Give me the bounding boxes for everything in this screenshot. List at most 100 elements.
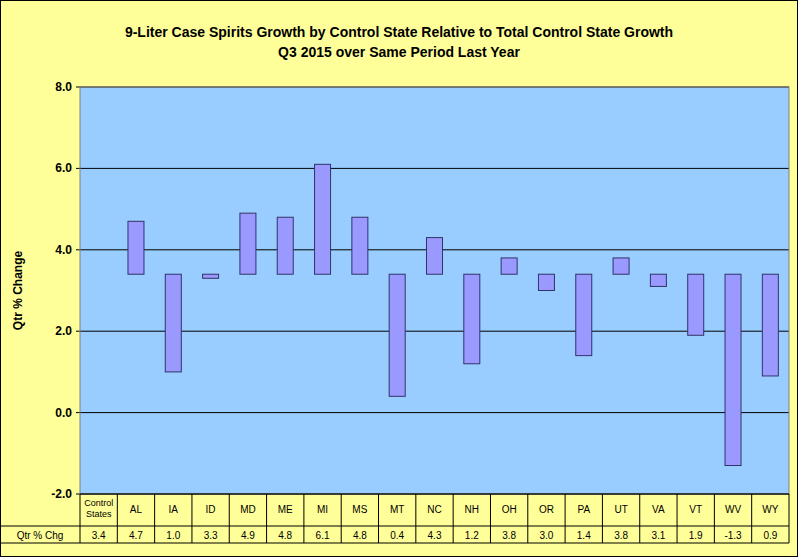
bar (464, 274, 480, 364)
tick-label: 6.0 (55, 161, 72, 175)
bar (352, 217, 368, 274)
grid-line (80, 168, 789, 169)
tick-mark (76, 412, 80, 413)
category-label: NH (465, 504, 479, 515)
bar (688, 274, 704, 335)
table-line (341, 494, 342, 543)
bar (427, 238, 443, 275)
table-line (789, 494, 790, 543)
category-label: UT (614, 504, 627, 515)
chart: 9-Liter Case Spirits Growth by Control S… (0, 0, 798, 557)
bar (203, 274, 219, 278)
tick-mark (76, 249, 80, 250)
bar (91, 274, 107, 275)
tick-mark (76, 168, 80, 169)
table-line (639, 494, 640, 543)
category-label: WV (725, 504, 741, 515)
outer-frame (1, 1, 798, 557)
table-line (0, 526, 789, 527)
table-line (303, 494, 304, 543)
category-label: OR (539, 504, 554, 515)
bar (538, 274, 554, 290)
table-line (714, 494, 715, 543)
category-label: IA (169, 504, 179, 515)
bar (315, 164, 331, 274)
table-line (80, 494, 81, 543)
data-label: 3.3 (204, 530, 218, 541)
tick-label: 8.0 (55, 80, 72, 94)
category-label: MI (317, 504, 328, 515)
table-line (415, 494, 416, 543)
tick-label: 4.0 (55, 243, 72, 257)
subtitle: Q3 2015 over Same Period Last Year (278, 44, 520, 60)
bar (165, 274, 181, 372)
table-line (677, 494, 678, 543)
data-label: 1.2 (465, 530, 479, 541)
bar (389, 274, 405, 396)
table-line (117, 494, 118, 543)
data-label: 4.8 (353, 530, 367, 541)
bar (613, 258, 629, 274)
category-label: NC (427, 504, 441, 515)
table-line (80, 494, 789, 495)
category-label: ControlStates (84, 498, 113, 519)
data-label: 1.9 (689, 530, 703, 541)
data-label: 3.0 (539, 530, 553, 541)
title: 9-Liter Case Spirits Growth by Control S… (125, 24, 673, 40)
data-label: 4.3 (428, 530, 442, 541)
bar (128, 221, 144, 274)
tick-label: -2.0 (51, 487, 72, 501)
plot-area (80, 87, 789, 494)
bar (650, 274, 666, 286)
category-label: ME (278, 504, 293, 515)
table-line (378, 494, 379, 543)
table-line (602, 494, 603, 543)
table-line (191, 494, 192, 543)
category-label: AL (130, 504, 143, 515)
category-label: VA (652, 504, 665, 515)
table-line (527, 494, 528, 543)
tick-mark (76, 494, 80, 495)
category-label: MS (352, 504, 367, 515)
data-label: 3.1 (651, 530, 665, 541)
grid-line (80, 494, 789, 495)
bars (128, 164, 778, 465)
grid-line (80, 331, 789, 332)
data-label: 1.4 (577, 530, 591, 541)
table-line (490, 494, 491, 543)
bar (501, 258, 517, 274)
data-label: 4.9 (241, 530, 255, 541)
axis-label: Qtr % Change (11, 251, 25, 331)
category-label: MT (390, 504, 404, 515)
data-label: 0.9 (763, 530, 777, 541)
table-line (565, 494, 566, 543)
data-label: 1.0 (166, 530, 180, 541)
grid-line (80, 412, 789, 413)
tick-mark (76, 331, 80, 332)
category-label: PA (577, 504, 590, 515)
data-label: 3.4 (92, 530, 106, 541)
data-label: 6.1 (316, 530, 330, 541)
table-line (266, 494, 267, 543)
table-line (0, 543, 789, 544)
data-label: 0.4 (390, 530, 404, 541)
data-label: -1.3 (724, 530, 742, 541)
data-label: 3.8 (502, 530, 516, 541)
bar (762, 274, 778, 376)
table-label: Qtr % Chg (17, 530, 64, 541)
bar (576, 274, 592, 355)
category-label: VT (689, 504, 702, 515)
plot-frame (80, 87, 789, 494)
table-line (751, 494, 752, 543)
category-label: WY (762, 504, 778, 515)
tick-label: 0.0 (55, 406, 72, 420)
bar (240, 213, 256, 274)
data-label: 3.8 (614, 530, 628, 541)
category-label: MD (240, 504, 256, 515)
table-line (229, 494, 230, 543)
bar (725, 274, 741, 465)
category-label: OH (502, 504, 517, 515)
table-line (154, 494, 155, 543)
bar (277, 217, 293, 274)
table-line (453, 494, 454, 543)
